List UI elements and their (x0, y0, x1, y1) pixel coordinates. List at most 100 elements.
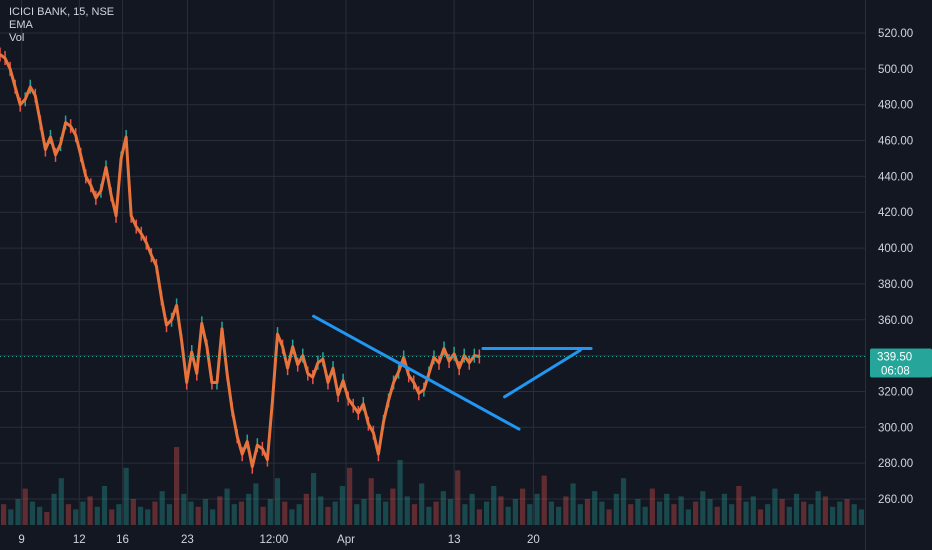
volume-bar (238, 501, 245, 525)
volume-bar (476, 509, 482, 525)
volume-bar (505, 506, 511, 525)
volume-bar (318, 496, 324, 525)
volume-bar (498, 496, 504, 525)
volume-bar (325, 506, 331, 525)
volume-bar (217, 496, 223, 525)
volume-bar (606, 509, 612, 525)
volume-bar (296, 504, 302, 525)
volume-bar (347, 467, 353, 525)
y-tick-label: 360.00 (878, 315, 913, 327)
x-tick-label: 12 (73, 534, 86, 546)
y-tick-label: 260.00 (878, 494, 913, 506)
volume-bar (829, 506, 836, 525)
volume-bar (743, 501, 749, 525)
volume-bar (361, 499, 367, 525)
x-tick-label: 16 (116, 534, 129, 546)
ema-line (0, 53, 480, 469)
volume-bar (354, 504, 360, 525)
volume-bar (22, 488, 28, 525)
volume-bar (801, 501, 807, 525)
ema-indicator-label[interactable]: EMA (9, 19, 33, 31)
volume-bar (145, 509, 151, 525)
volume-bar (188, 501, 194, 525)
price-tag: 339.50 06:08 (870, 348, 932, 378)
volume-bar (8, 509, 14, 525)
volume-bar (793, 493, 800, 525)
volume-bar (65, 504, 72, 525)
volume-bar (1, 504, 7, 525)
symbol-title[interactable]: ICICI BANK, 15, NSE (9, 6, 115, 18)
volume-bar (433, 501, 439, 525)
volume-bar (584, 499, 591, 525)
volume-bar (664, 493, 670, 525)
volume-bar (837, 501, 843, 525)
trendline[interactable] (503, 348, 582, 399)
y-tick-label: 400.00 (878, 243, 913, 255)
y-tick-label: 300.00 (878, 422, 913, 434)
volume-bar (224, 488, 230, 525)
volume-bar (37, 506, 43, 525)
volume-bar (858, 509, 864, 525)
volume-bar (181, 493, 187, 525)
volume-indicator-label[interactable]: Vol (9, 32, 25, 44)
volume-bar (750, 496, 756, 525)
volume-bar (656, 501, 663, 525)
volume-bar (253, 483, 259, 525)
volume-bar (736, 486, 742, 525)
y-tick-label: 280.00 (878, 458, 913, 470)
volume-bar (772, 488, 778, 525)
volume-bar (231, 504, 237, 525)
volume-bar (260, 506, 266, 525)
volume-bar (642, 506, 648, 525)
volume-bar (635, 499, 641, 525)
volume-bar (390, 488, 396, 525)
volume-bars (1, 447, 864, 525)
volume-bar (29, 501, 36, 525)
volume-bar (613, 493, 619, 525)
x-tick-label: Apr (337, 534, 355, 546)
volume-bar (815, 491, 821, 525)
trendlines[interactable] (312, 314, 593, 431)
time-axis[interactable]: 9 12 16 23 12:00 Apr 13 20 (18, 534, 539, 546)
volume-bar (195, 506, 201, 525)
y-tick-label: 380.00 (878, 279, 913, 291)
price-series (0, 47, 481, 474)
volume-bar (303, 493, 309, 525)
trendline[interactable] (312, 314, 521, 431)
x-tick-label: 9 (18, 534, 24, 546)
chart-legend: ICICI BANK, 15, NSE EMA Vol (9, 6, 114, 45)
volume-bar (383, 501, 389, 525)
volume-bar (556, 506, 562, 525)
volume-bar (693, 501, 699, 525)
volume-bar (123, 467, 129, 525)
volume-bar (570, 483, 576, 525)
volume-bar (685, 509, 691, 525)
volume-bar (729, 504, 735, 525)
volume-bar (130, 499, 136, 525)
volume-bar (491, 486, 497, 525)
volume-bar (765, 504, 771, 525)
volume-bar (563, 496, 569, 525)
volume-bar (469, 493, 475, 525)
volume-bar (786, 506, 792, 525)
volume-bar (411, 504, 418, 525)
volume-bar (94, 506, 100, 525)
volume-bar (109, 509, 115, 525)
y-tick-label: 320.00 (878, 386, 913, 398)
volume-bar (58, 478, 64, 525)
volume-bar (455, 470, 461, 525)
volume-bar (527, 504, 533, 525)
volume-bar (541, 475, 547, 525)
volume-bar (332, 501, 338, 525)
volume-bar (483, 501, 490, 525)
volume-bar (520, 488, 526, 525)
volume-bar (397, 460, 403, 525)
y-tick-label: 460.00 (878, 136, 913, 148)
volume-bar (620, 478, 627, 525)
x-tick-label: 12:00 (260, 534, 289, 546)
volume-bar (714, 506, 720, 525)
volume-bar (51, 493, 57, 525)
volume-bar (375, 493, 382, 525)
